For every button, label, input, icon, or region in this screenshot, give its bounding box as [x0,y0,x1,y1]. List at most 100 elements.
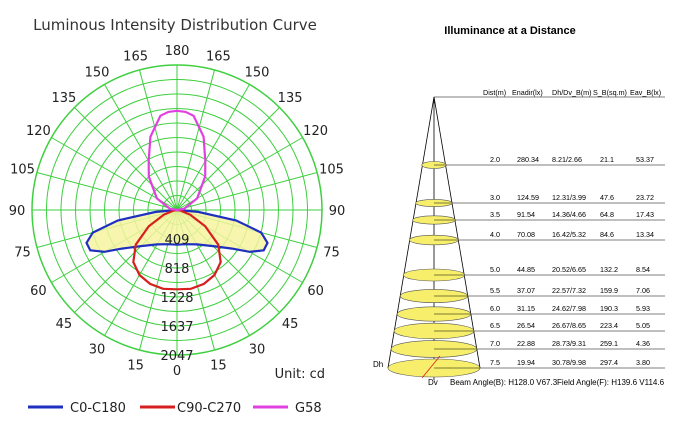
illuminance-table: Dist(m) Enadir(lx) Dh/Dv_B(m) S_B(sq.m) Eav_… [434,88,665,369]
angle-tick-label: 30 [89,343,106,358]
angle-tick-label: 60 [307,284,324,299]
angle-tick-label: 165 [206,50,231,65]
table-cell: 22.88 [517,339,535,348]
angle-tick-label: 120 [26,124,51,139]
diameter-marker [421,355,441,379]
ring-gridline [46,79,308,341]
table-cell: 223.4 [600,321,618,330]
table-cell: 19.94 [517,358,535,367]
table-cell: 20.52/6.65 [552,265,586,274]
table-cell: 159.9 [600,286,618,295]
table-cell: 12.31/3.99 [552,193,586,202]
angle-tick-label: 75 [14,245,31,260]
table-cell: 132.2 [600,265,618,274]
cone-edge-left [387,96,435,369]
table-header-cell: Dist(m) [483,88,506,97]
table-cell: 4.36 [636,339,650,348]
table-cell: 64.8 [600,210,614,219]
table-header-cell: Enadir(lx) [512,88,543,97]
table-cell: 7.5 [490,358,500,367]
legend-label-c0-c180: C0-C180 [70,401,126,416]
table-cell: 26.54 [517,321,535,330]
unit-label: Unit: cd [275,367,325,382]
table-cell: 31.15 [517,304,535,313]
table-cell: 28.73/9.31 [552,339,586,348]
ring-gridline [89,122,265,298]
angle-tick-label: 90 [329,204,346,219]
angle-tick-label: 45 [282,317,299,332]
illuminance-cone [387,96,481,380]
angle-tick-label: 180 [165,44,190,59]
right-chart-title: Illuminance at a Distance [444,25,575,37]
ring-value-label: 2047 [160,349,193,364]
ring-value-label: 818 [165,262,190,277]
table-cell: 6.0 [490,304,500,313]
polar-series-group [85,109,269,291]
beam-angle: Beam Angle(B): H128.0 V67.3 [450,378,558,387]
ring-value-label: 409 [165,233,190,248]
dv-label: Dv [428,378,438,387]
table-cell: 7.0 [490,339,500,348]
table-header-cell: S_B(sq.m) [593,88,627,97]
table-cell: 70.08 [517,230,535,239]
angle-tick-label: 150 [85,65,110,80]
polar-fill-area [86,210,268,252]
table-cell: 297.4 [600,358,618,367]
angle-tick-label: 0 [173,364,181,379]
ring-gridline [104,137,250,283]
table-cell: 24.62/7.98 [552,304,586,313]
table-cell: 5.05 [636,321,650,330]
table-cell: 30.78/9.98 [552,358,586,367]
series-g58 [147,109,207,212]
table-cell: 259.1 [600,339,618,348]
angle-tick-label: 135 [51,91,76,106]
angle-tick-label: 15 [210,359,227,374]
table-cell: 7.06 [636,286,650,295]
angle-tick-label: 75 [323,245,340,260]
table-cell: 23.72 [636,193,654,202]
ring-gridline [133,166,221,254]
legend-label-c90-c270: C90-C270 [177,401,241,416]
angle-tick-label: 60 [30,284,47,299]
table-cell: 124.59 [517,193,539,202]
table-cell: 53.37 [636,155,654,164]
table-cell: 3.80 [636,358,650,367]
angle-tick-label: 15 [127,359,144,374]
legend-label-g58: G58 [295,401,322,416]
table-cell: 47.6 [600,193,614,202]
table-cell: 3.0 [490,193,500,202]
table-cell: 8.21/2.66 [552,155,582,164]
c0-c180-fill [86,210,268,252]
ring-labels: 409 818 1228 1637 2047 [160,233,193,364]
angle-tick-label: 135 [278,91,303,106]
angle-tick-label: 45 [56,317,73,332]
dh-label: Dh [373,360,383,369]
angle-labels: 0 15 15 30 30 45 45 60 60 75 75 90 90 105 105 120 120 135… [9,44,346,379]
angle-tick-label: 90 [9,204,26,219]
ring-value-label: 1228 [160,291,193,306]
angle-tick-label: 165 [123,50,148,65]
table-cell: 4.0 [490,230,500,239]
table-cell: 84.6 [600,230,614,239]
angle-tick-label: 105 [319,163,344,178]
table-cell: 21.1 [600,155,614,164]
angle-tick-label: 105 [10,163,35,178]
angle-tick-label: 150 [245,65,270,80]
table-cell: 6.5 [490,321,500,330]
table-cell: 5.0 [490,265,500,274]
table-cell: 2.0 [490,155,500,164]
table-cell: 26.67/8.65 [552,321,586,330]
field-angle: Field Angle(F): H139.6 V114.6 [557,378,665,387]
table-cell: 280.34 [517,155,539,164]
table-cell: 17.43 [636,210,654,219]
ring-gridline [31,64,323,356]
table-cell: 3.5 [490,210,500,219]
table-cell: 5.93 [636,304,650,313]
ring-gridline [118,151,236,269]
legend: C0-C180 C90-C270 G58 [28,401,322,416]
chart-title: Luminous Intensity Distribution Curve [33,16,317,34]
table-cell: 13.34 [636,230,654,239]
table-cell: 8.54 [636,265,650,274]
ring-gridline [60,93,294,327]
